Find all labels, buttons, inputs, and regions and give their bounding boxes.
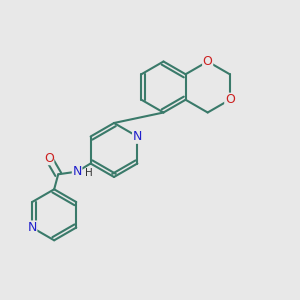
Text: N: N <box>133 130 142 143</box>
Text: O: O <box>203 55 213 68</box>
Text: N: N <box>27 221 37 234</box>
Text: N: N <box>133 130 142 143</box>
Text: H: H <box>85 167 92 178</box>
Text: O: O <box>44 152 54 165</box>
Text: O: O <box>225 93 235 106</box>
Text: N: N <box>72 165 82 178</box>
